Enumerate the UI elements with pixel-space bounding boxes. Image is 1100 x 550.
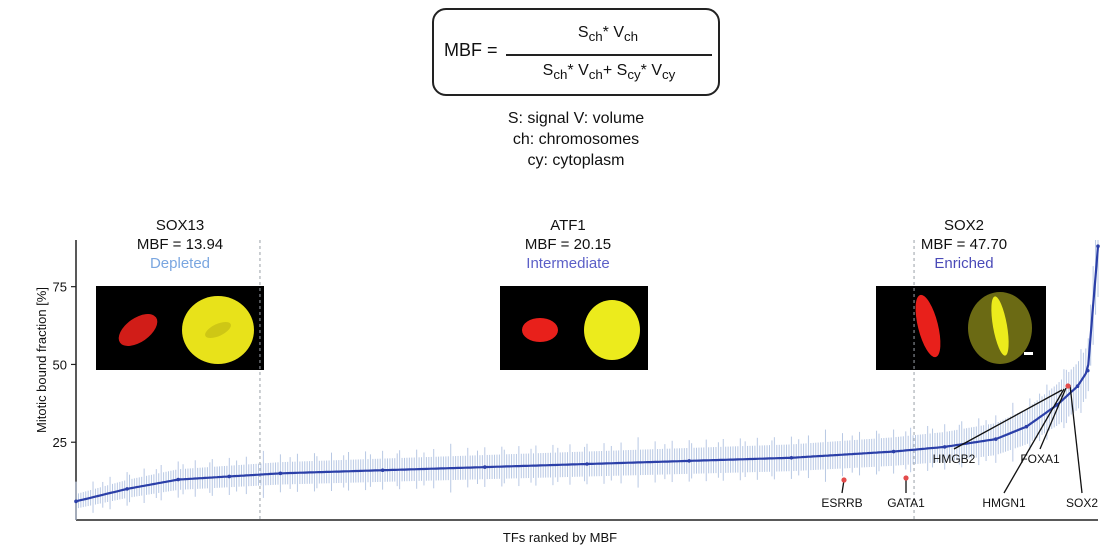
panel-category-atf1: Intermediate [526,255,610,272]
y-tick-label: 25 [53,435,67,450]
chart-vlines [259,240,915,520]
panel-title-sox13: SOX13 [155,217,205,234]
data-point [74,499,78,504]
panel-mbf-sox13: MBF = 13.94 [136,236,224,253]
micrograph-sox13 [96,286,264,370]
data-point [687,459,691,463]
data-point [1075,384,1080,389]
panel-sox13: SOX13 MBF = 13.94 Depleted [80,216,280,273]
data-point [891,449,896,454]
gene-pointer-line [1069,384,1083,494]
formula-numerator: Sch* Vch [577,24,639,45]
data-point [125,487,129,491]
data-point [380,468,385,473]
formula-box: MBF = Sch* Vch Sch* Vch+ Scy* Vcy [432,8,720,96]
data-point [789,455,794,460]
data-point [942,445,947,449]
data-point [994,437,998,441]
panel-title-sox2: SOX2 [943,217,985,234]
data-point [585,462,589,466]
x-axis-label: TFs ranked by MBF [503,530,617,545]
gene-label: HMGB2 [933,452,976,466]
data-point [1085,368,1090,373]
panel-category-sox2: Enriched [934,255,994,272]
highlight-point [903,475,909,481]
chart-axes: 25 50 75 [53,240,1098,521]
data-point [1024,424,1029,429]
panel-atf1: ATF1 MBF = 20.15 Intermediate [468,216,668,273]
gene-pointer-line [1003,388,1065,494]
gene-label: SOX2 [1066,496,1098,510]
data-point [1096,244,1100,249]
panel-title-atf1: ATF1 [550,217,586,234]
gene-labels: ESRRB GATA1 HMGB2 HMGN1 FOXA1 SOX2 [821,383,1098,510]
highlight-point [841,477,847,483]
gene-label: HMGN1 [982,496,1026,510]
micrograph-sox2 [876,286,1046,370]
formula-denominator: Sch* Vch+ Scy* Vcy [542,62,676,83]
y-tick-label: 75 [53,280,67,295]
chart-points [74,244,1100,504]
gene-label: FOXA1 [1020,452,1060,466]
panel-sox2: SOX2 MBF = 47.70 Enriched [864,216,1064,273]
legend-line-3: cy: cytoplasm [527,152,625,169]
gene-label: ESRRB [821,496,862,510]
fraction-bar [506,54,712,56]
y-axis-label: Mitotic bound fraction [%] [34,287,49,433]
data-point [227,474,232,479]
micrograph-atf1 [500,286,648,370]
panel-category-sox13: Depleted [149,255,211,272]
y-tick-label: 50 [53,357,67,372]
gene-pointer-line [953,389,1063,450]
highlight-point [1065,383,1071,389]
data-point [176,477,180,482]
data-point [483,465,487,469]
gene-pointer-line [1039,387,1067,450]
formula-lhs: MBF = [444,40,498,60]
legend-line-1: S: signal V: volume [507,110,645,127]
panel-mbf-atf1: MBF = 20.15 [524,236,612,253]
data-point [278,471,283,476]
legend-line-2: ch: chromosomes [512,131,640,148]
gene-label: GATA1 [887,496,925,510]
panel-mbf-sox2: MBF = 47.70 [920,236,1008,253]
